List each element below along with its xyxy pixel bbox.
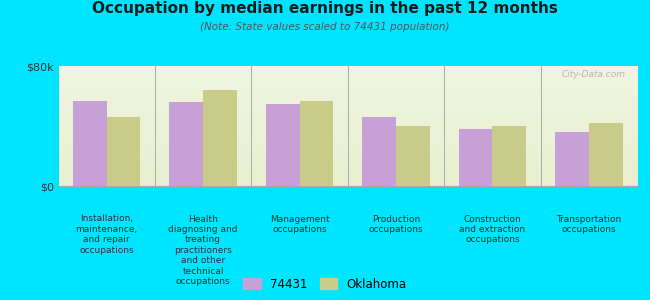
Bar — [266, 103, 300, 186]
Bar — [107, 117, 140, 186]
Text: City-Data.com: City-Data.com — [562, 70, 625, 79]
Bar — [170, 102, 203, 186]
Bar — [300, 100, 333, 186]
Text: Occupation by median earnings in the past 12 months: Occupation by median earnings in the pas… — [92, 2, 558, 16]
Bar — [73, 100, 107, 186]
Text: Health
diagnosing and
treating
practitioners
and other
technical
occupations: Health diagnosing and treating practitio… — [168, 214, 238, 286]
Bar — [203, 90, 237, 186]
Text: (Note: State values scaled to 74431 population): (Note: State values scaled to 74431 popu… — [200, 22, 450, 32]
Bar — [493, 126, 526, 186]
Bar — [362, 117, 396, 186]
Bar — [459, 129, 493, 186]
Text: Construction
and extraction
occupations: Construction and extraction occupations — [460, 214, 525, 244]
Text: Installation,
maintenance,
and repair
occupations: Installation, maintenance, and repair oc… — [75, 214, 138, 255]
Text: Production
occupations: Production occupations — [369, 214, 423, 234]
Bar — [589, 123, 623, 186]
Legend: 74431, Oklahoma: 74431, Oklahoma — [240, 274, 410, 294]
Bar — [396, 126, 430, 186]
Text: Transportation
occupations: Transportation occupations — [556, 214, 621, 234]
Bar — [555, 132, 589, 186]
Text: Management
occupations: Management occupations — [270, 214, 330, 234]
